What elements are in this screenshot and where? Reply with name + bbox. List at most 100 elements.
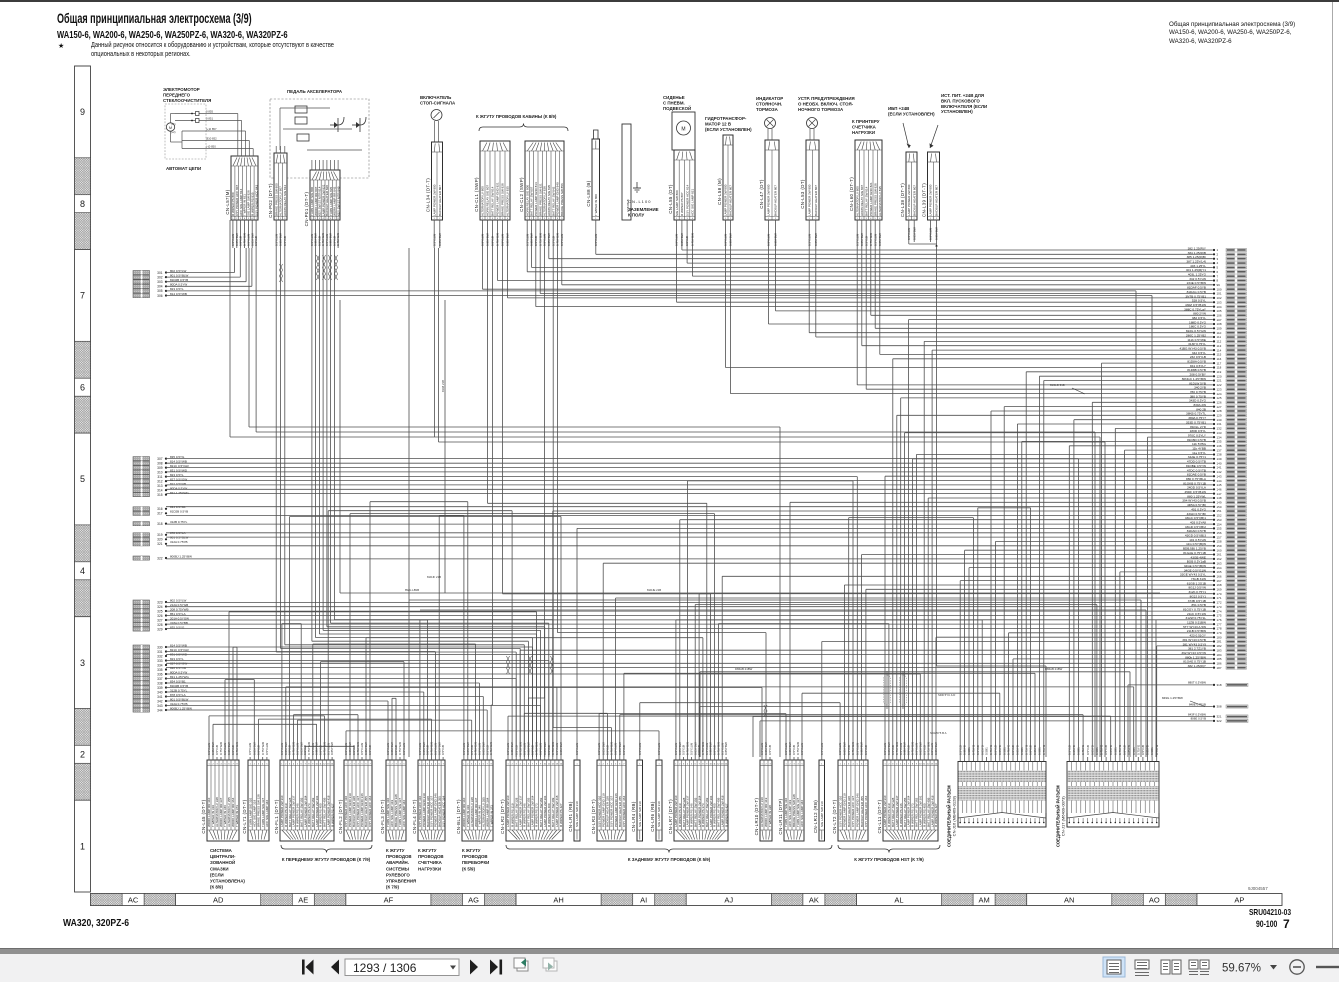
svg-text:802 0.5YLW: 802 0.5YLW (170, 269, 186, 273)
svg-text:232 0.5YLB: 232 0.5YLB (1190, 355, 1206, 359)
svg-text:831 0.5YWD: 831 0.5YWD (170, 468, 188, 472)
svg-text:7: 7 (369, 764, 370, 766)
svg-text:4D5A 0.5Y(B): 4D5A 0.5Y(B) (1187, 503, 1206, 507)
svg-text:12: 12 (717, 764, 719, 766)
svg-text:8: 8 (912, 764, 913, 766)
svg-text:851 0.5YB: 851 0.5YB (1192, 603, 1206, 607)
svg-text:3: 3 (319, 218, 320, 220)
svg-text:5: 5 (544, 218, 545, 220)
svg-text:0.85YBW: 0.85YBW (330, 742, 334, 755)
svg-text:ALTERNATOR LV 800: ALTERNATOR LV 800 (856, 186, 860, 216)
svg-text:830A 2W: 830A 2W (1193, 403, 1206, 407)
svg-text:1: 1 (527, 218, 528, 220)
svg-text:8: 8 (536, 764, 537, 766)
svg-text:CN-BL1 (DT-T): CN-BL1 (DT-T) (456, 799, 461, 834)
svg-text:6: 6 (1217, 270, 1219, 274)
svg-text:1: 1 (785, 764, 786, 766)
svg-text:ALTERNATOR LV 328: ALTERNATOR LV 328 (215, 797, 219, 827)
svg-text:ВКЛ. ПУСКОВОГО: ВКЛ. ПУСКОВОГО (941, 98, 980, 103)
svg-text:0.85YBW: 0.85YBW (935, 227, 939, 240)
svg-text:0.85YBW: 0.85YBW (860, 233, 864, 246)
svg-text:BACKUP HEATER 807: BACKUP HEATER 807 (935, 185, 939, 216)
svg-text:172: 172 (1217, 601, 1222, 605)
svg-text:321: 321 (1217, 715, 1222, 719)
svg-text:7: 7 (334, 218, 335, 220)
svg-text:41BG WY43 0.5YB: 41BG WY43 0.5YB (1180, 347, 1206, 351)
svg-text:3: 3 (216, 764, 217, 766)
svg-text:1: 1 (482, 218, 483, 220)
svg-text:317: 317 (157, 512, 163, 516)
svg-text:1: 1 (507, 764, 508, 766)
svg-text:180D 0.5YL: 180D 0.5YL (1190, 429, 1207, 433)
svg-text:T WIPER W 373: T WIPER W 373 (235, 805, 239, 827)
svg-text:D86AB 21BW: D86AB 21BW (735, 667, 753, 671)
svg-text:LAMP POWER 2W 391: LAMP POWER 2W 391 (709, 795, 713, 827)
svg-text:5: 5 (857, 764, 858, 766)
svg-text:СИДЕНЬЕ: СИДЕНЬЕ (663, 95, 685, 100)
svg-text:780 0.75YB: 780 0.75YB (1190, 390, 1206, 394)
svg-text:POWER LAMP GND 346: POWER LAMP GND 346 (434, 793, 438, 827)
svg-text:139: 139 (1217, 457, 1222, 461)
svg-text:BACKUP HEATER 807: BACKUP HEATER 807 (913, 185, 917, 216)
svg-text:382 0.5YL: 382 0.5YL (1192, 316, 1206, 320)
svg-text:(E)0 852: (E)0 852 (206, 137, 217, 141)
svg-text:2: 2 (603, 764, 604, 766)
svg-text:13: 13 (931, 764, 933, 766)
svg-text:112: 112 (1217, 340, 1222, 344)
svg-text:0.5B1: 0.5B1 (985, 747, 989, 755)
svg-text:(К 8/9): (К 8/9) (210, 885, 223, 890)
svg-text:0.5Y1B: 0.5Y1B (792, 745, 796, 755)
svg-text:1: 1 (463, 764, 464, 766)
svg-text:T WIPER W 346: T WIPER W 346 (478, 805, 482, 827)
svg-text:CN-L34 (DT-T): CN-L34 (DT-T) (426, 178, 431, 212)
svg-text:7: 7 (553, 218, 554, 220)
svg-text:BATT RELAY SW 355: BATT RELAY SW 355 (299, 797, 303, 827)
svg-text:111b 0.5YWE: 111b 0.5YWE (1187, 338, 1206, 342)
svg-text:164: 164 (1217, 566, 1222, 570)
svg-text:1: 1 (821, 764, 822, 766)
svg-text:0.85YBW: 0.85YBW (438, 233, 442, 246)
svg-text:344: 344 (157, 708, 163, 712)
svg-text:2: 2 (487, 218, 488, 220)
svg-text:НАГРУЗКИ: НАГРУЗКИ (852, 130, 875, 135)
svg-text:403 0.5YA8: 403 0.5YA8 (1190, 521, 1206, 525)
svg-text:CN-LR11 (DTP): CN-LR11 (DTP) (778, 798, 783, 834)
svg-text:880 2YW: 880 2YW (1193, 312, 1206, 316)
svg-text:9: 9 (312, 764, 313, 766)
svg-text:0.75YGW: 0.75YGW (219, 742, 223, 755)
svg-text:0.85YBW: 0.85YBW (547, 233, 551, 246)
svg-text:BATT RELAY SW 382: BATT RELAY SW 382 (705, 797, 709, 827)
svg-text:BACKUP HEATER 328: BACKUP HEATER 328 (426, 796, 430, 827)
svg-text:3: 3 (687, 218, 688, 220)
svg-text:81DJF 21B: 81DJF 21B (427, 575, 441, 579)
svg-text:4: 4 (870, 218, 871, 220)
svg-text:HORN RELAY SIG 814: HORN RELAY SIG 814 (283, 185, 287, 216)
svg-text:LAMP POWER 2W 337: LAMP POWER 2W 337 (895, 795, 899, 827)
svg-text:SIG LAMP SW 310: SIG LAMP SW 310 (820, 801, 824, 827)
svg-text:312B 0.75YL: 312B 0.75YL (170, 688, 188, 692)
svg-text:387 1.25Y(L4): 387 1.25Y(L4) (1186, 259, 1206, 263)
svg-text:384 1.25(R)B: 384 1.25(R)B (1188, 251, 1206, 255)
svg-text:179: 179 (1217, 631, 1222, 635)
svg-text:7: 7 (623, 764, 624, 766)
svg-text:ПЕРЕДНЕГО: ПЕРЕДНЕГО (163, 92, 191, 97)
svg-text:311: 311 (157, 475, 162, 479)
svg-text:ПЕДАЛЬ АКСЕЛЕРАТОРА: ПЕДАЛЬ АКСЕЛЕРАТОРА (287, 89, 343, 94)
svg-text:14: 14 (560, 764, 562, 766)
svg-text:339: 339 (157, 686, 163, 690)
svg-text:0.5Y POWER ACC 310: 0.5Y POWER ACC 310 (418, 796, 422, 827)
svg-text:315: 315 (157, 493, 163, 497)
svg-text:10: 10 (919, 764, 921, 766)
svg-text:33GE WY43 0.5YL: 33GE WY43 0.5YL (1180, 573, 1206, 577)
svg-text:SIG LAMP SW 310: SIG LAMP SW 310 (657, 801, 661, 827)
svg-text:186: 186 (1217, 662, 1222, 666)
svg-text:312: 312 (157, 479, 163, 483)
svg-text:1: 1 (857, 218, 858, 220)
svg-text:4: 4 (431, 764, 432, 766)
svg-text:0.5Y1LW: 0.5Y1LW (248, 743, 252, 755)
svg-text:308: 308 (1217, 705, 1222, 709)
svg-text:BRAKE PRESS SW 328: BRAKE PRESS SW 328 (257, 794, 261, 827)
svg-text:129: 129 (1217, 414, 1222, 418)
svg-text:122: 122 (1217, 383, 1222, 387)
svg-text:3: 3 (258, 764, 259, 766)
